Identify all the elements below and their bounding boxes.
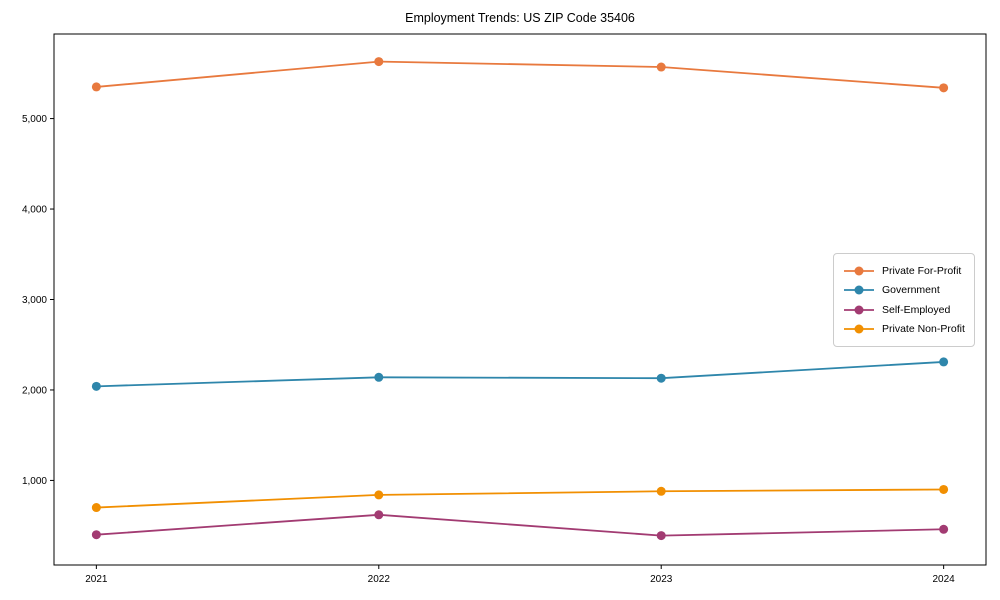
legend-item: Government [843,281,966,301]
series-marker [656,486,666,496]
legend-label: Government [882,284,940,297]
legend-label: Self-Employed [882,303,951,316]
series-marker [91,530,101,540]
series-marker [939,484,949,494]
legend-line-marker-icon [844,285,874,295]
legend-item: Self-Employed [843,300,966,320]
y-tick-label: 3,000 [22,295,47,306]
x-tick-label: 2022 [368,574,391,585]
series-marker [939,524,949,534]
series-marker [91,82,101,92]
legend: Private For-Profit Government Self-Employe… [833,253,975,347]
series-marker [939,357,949,367]
series-marker [656,531,666,541]
series-marker [374,510,384,520]
series-marker [939,83,949,93]
series-line [96,488,944,509]
legend-label: Private For-Profit [882,264,962,277]
legend-line-marker-icon [844,266,874,276]
series-marker [374,372,384,382]
legend-line-marker-icon [844,305,874,315]
y-tick-label: 4,000 [22,205,47,216]
legend-label: Private Non-Profit [882,323,965,336]
x-tick-label: 2021 [85,574,108,585]
series-line [96,513,944,537]
series-marker [374,490,384,500]
x-tick-label: 2024 [933,574,956,585]
series-line [96,361,944,388]
legend-item: Private Non-Profit [843,320,966,340]
legend-line-marker-icon [844,324,874,334]
series-marker [374,57,384,67]
y-tick-label: 2,000 [22,385,47,396]
series-marker [656,62,666,72]
legend-item: Private For-Profit [843,261,966,281]
x-tick-label: 2023 [650,574,673,585]
y-tick-label: 5,000 [22,114,47,125]
series-marker [91,503,101,513]
series-marker [656,373,666,383]
y-tick-label: 1,000 [22,476,47,487]
series-line [96,60,944,89]
series-marker [91,381,101,391]
chart-title: Employment Trends: US ZIP Code 35406 [405,11,635,25]
